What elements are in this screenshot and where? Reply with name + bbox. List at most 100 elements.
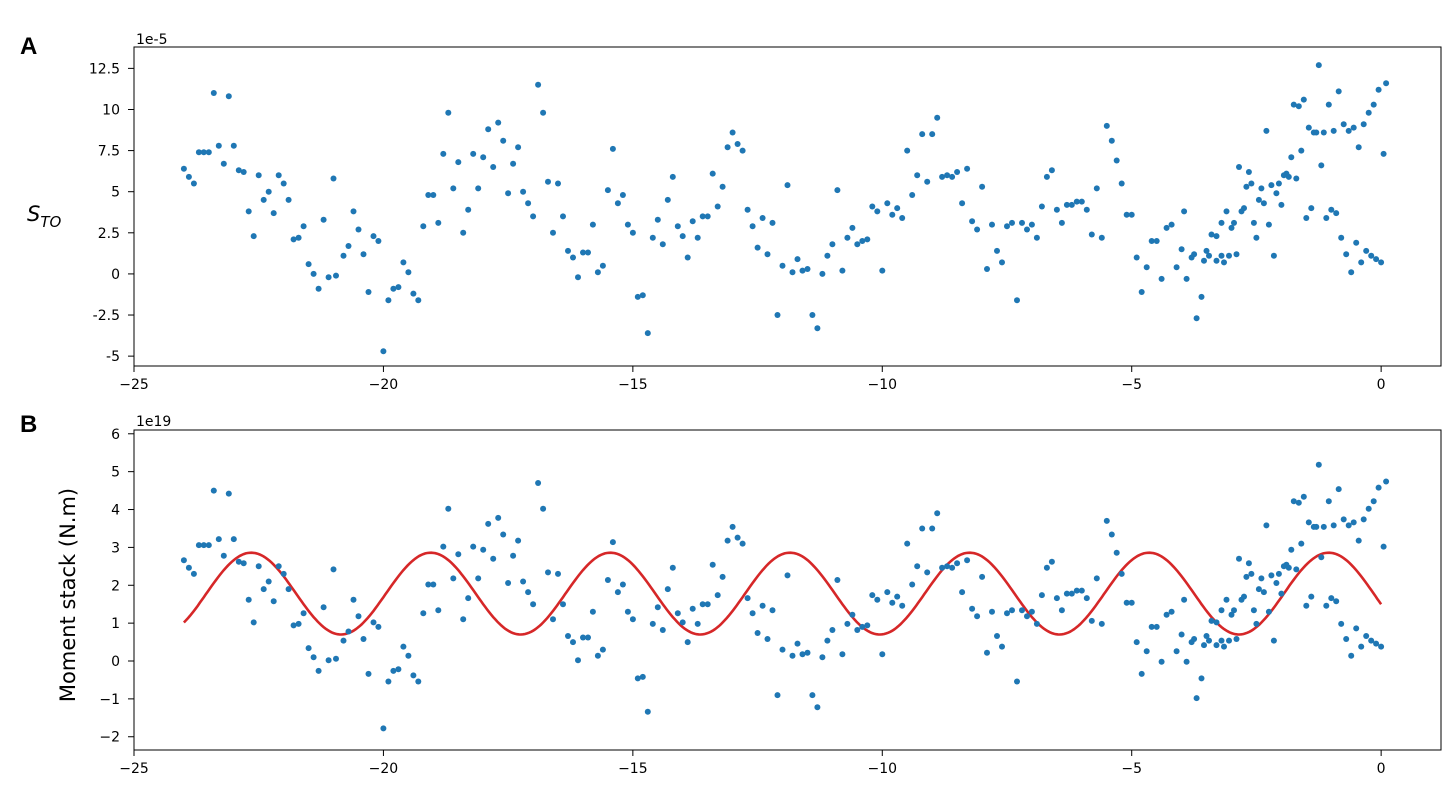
- panel-b-data-point: [230, 536, 237, 543]
- panel-a-data-point: [225, 93, 232, 100]
- panel-b-data-point: [1068, 590, 1075, 597]
- panel-a-data-point: [614, 200, 621, 207]
- panel-b-data-point: [1333, 598, 1340, 605]
- panel-b-data-point: [859, 623, 866, 630]
- panel-b-data-point: [1268, 572, 1275, 579]
- panel-b-data-point: [989, 608, 995, 615]
- panel-b-data-point: [530, 601, 537, 608]
- panel-b-data-point: [964, 557, 971, 564]
- panel-a-data-point: [984, 266, 990, 272]
- panel-a-data-point: [1365, 109, 1372, 116]
- panel-b-data-point: [1241, 593, 1247, 600]
- panel-a-data-point: [834, 187, 841, 194]
- panel-a-data-point: [550, 229, 556, 236]
- panel-b-data-point: [1295, 499, 1302, 506]
- panel-a-data-point: [1108, 137, 1115, 144]
- panel-b-data-point: [674, 610, 681, 617]
- panel-a-data-point: [1048, 167, 1055, 174]
- panel-a-data-point: [1203, 247, 1210, 254]
- panel-a-data-point: [1253, 234, 1260, 241]
- panel-a-data-point: [345, 243, 352, 249]
- panel-a-data-point: [1043, 173, 1050, 180]
- panel-a-data-point: [1325, 101, 1332, 108]
- panel-a-data-point: [230, 142, 237, 149]
- panel-a-data-point: [1370, 101, 1377, 108]
- panel-b-data-point: [415, 678, 422, 685]
- panel-b-data-point: [1181, 596, 1188, 603]
- panel-b-data-point: [515, 537, 522, 544]
- panel-a-data-point: [589, 221, 596, 228]
- panel-a-data-point: [350, 208, 357, 215]
- panel-a-data-point: [525, 200, 532, 207]
- panel-b-data-point: [884, 589, 891, 596]
- panel-a-data-point: [1078, 198, 1085, 205]
- panel-a-data-point: [719, 183, 726, 190]
- panel-b-data-point: [360, 636, 367, 642]
- panel-b-data-point: [1198, 675, 1205, 682]
- panel-b-data-point: [1168, 608, 1175, 615]
- panel-a-data-point: [829, 241, 836, 248]
- panel-b-data-point: [1343, 636, 1350, 642]
- panel-b-frame: [133, 429, 1442, 751]
- panel-b-data-point: [829, 627, 836, 633]
- panel-b-data-point: [300, 610, 307, 617]
- panel-b-data-point: [1290, 498, 1297, 505]
- panel-a-data-point: [1218, 219, 1225, 226]
- panel-b-data-point: [969, 605, 976, 612]
- panel-b-data-point: [1191, 636, 1198, 642]
- panel-a-data-point: [894, 205, 901, 212]
- panel-b-data-point: [594, 652, 601, 659]
- panel-b-ytick-label: 4: [111, 503, 120, 519]
- panel-a-data-point: [1083, 206, 1090, 213]
- panel-a-data-point: [510, 160, 517, 167]
- panel-b-data-point: [1098, 620, 1105, 627]
- panel-a-data-point: [924, 178, 931, 185]
- panel-a-data-point: [784, 182, 791, 189]
- panel-a-xtick-label: −20: [369, 377, 399, 393]
- panel-a-data-point: [425, 192, 432, 198]
- panel-b-data-point: [445, 505, 452, 512]
- panel-a-data-point: [794, 256, 801, 263]
- panel-b-xtick-label: −15: [618, 761, 648, 777]
- panel-b-ytick-label: 0: [111, 654, 120, 670]
- panel-a-data-point: [1183, 275, 1190, 282]
- panel-b-data-point: [1310, 523, 1317, 530]
- panel-a-data-point: [1231, 219, 1237, 226]
- panel-b-data-point: [1024, 613, 1030, 620]
- panel-a-data-point: [395, 284, 402, 291]
- panel-a-data-point: [235, 167, 242, 174]
- panel-a-xtick-label: −10: [868, 377, 898, 393]
- panel-a-data-point: [909, 192, 916, 198]
- panel-b-data-point: [1328, 595, 1335, 602]
- panel-a-data-point: [1290, 101, 1297, 108]
- panel-a-ytick-label: 0: [111, 267, 120, 283]
- panel-b-data-point: [719, 573, 726, 580]
- panel-a-frame: [133, 46, 1442, 367]
- panel-b-data-point: [1206, 637, 1212, 644]
- panel-b-data-point: [714, 592, 721, 599]
- panel-a-data-point: [1028, 221, 1035, 228]
- panel-b-data-point: [570, 639, 576, 646]
- panel-b-data-point: [839, 651, 846, 658]
- panel-b-xtick-label: 0: [1377, 761, 1386, 777]
- panel-a-data-point: [809, 312, 816, 318]
- panel-b-data-point: [395, 666, 402, 673]
- panel-a-data-point: [969, 218, 976, 225]
- panel-b-data-point: [1365, 505, 1372, 512]
- panel-b-data-point: [1058, 607, 1065, 614]
- panel-a-data-point: [1158, 275, 1165, 282]
- panel-b-data-point: [1183, 658, 1190, 665]
- panel-a-data-point: [869, 203, 876, 210]
- panel-a-ylabel-sub: TO: [40, 213, 61, 231]
- panel-b-data-point: [580, 634, 586, 641]
- panel-a-data-point: [195, 149, 202, 156]
- panel-b-data-point: [619, 581, 626, 588]
- panel-b-data-point: [659, 627, 666, 633]
- panel-b-data-point: [1248, 570, 1255, 577]
- panel-b-data-point: [664, 586, 671, 593]
- panel-b-data-point: [1093, 575, 1100, 582]
- panel-b-data-point: [1043, 564, 1050, 571]
- panel-a-data-point: [320, 216, 327, 223]
- panel-b-data-point: [1153, 623, 1160, 630]
- panel-b-data-point: [180, 557, 187, 564]
